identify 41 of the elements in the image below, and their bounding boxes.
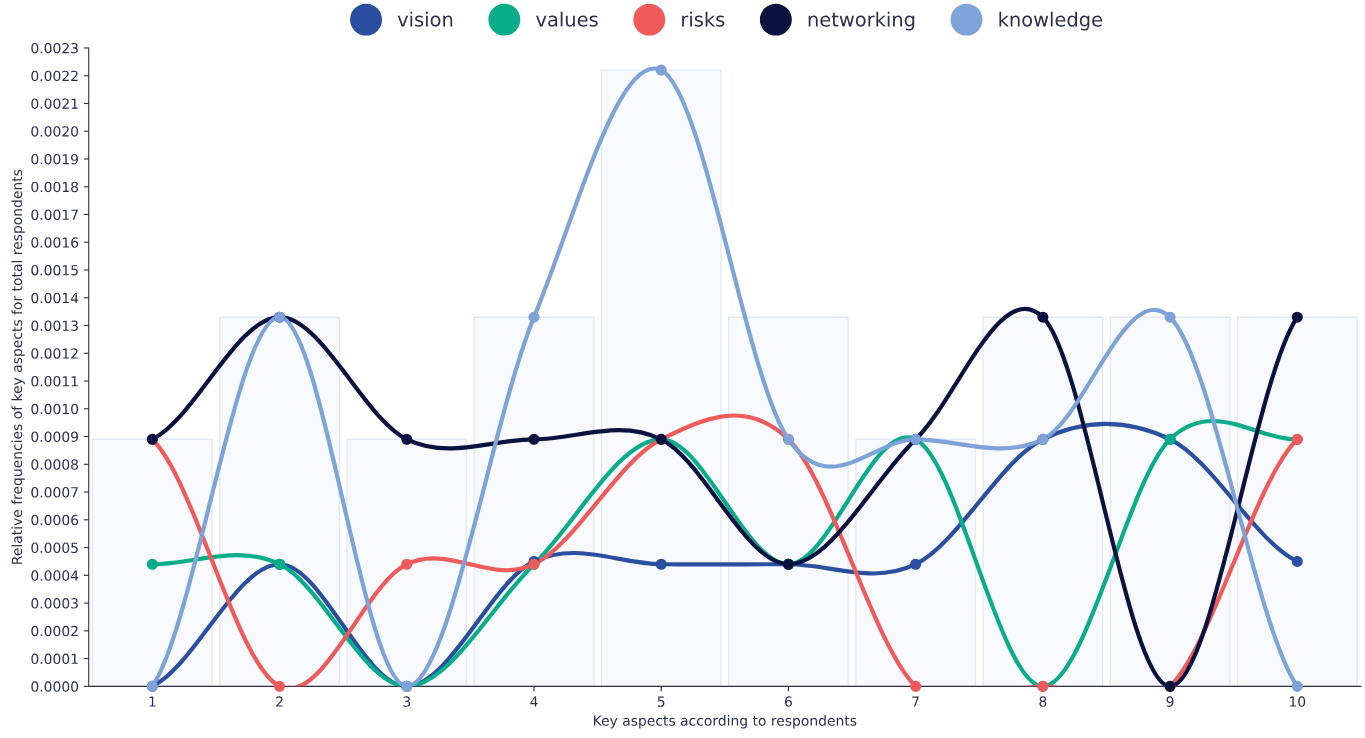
x-tick-label: 8: [1039, 696, 1047, 707]
y-tick-label: 0.0013: [31, 320, 78, 331]
y-tick-label: 0.0003: [31, 598, 78, 609]
y-tick-label: 0.0015: [31, 264, 78, 276]
x-tick-label: 3: [403, 696, 411, 707]
y-tick-label: 0.0002: [31, 625, 78, 637]
x-tick-label: 9: [1166, 696, 1174, 707]
legend-label: vision: [397, 11, 453, 27]
y-tick-label: 0.0010: [31, 403, 79, 415]
x-tick-label: 10: [1289, 696, 1306, 707]
y-tick-label: 0.0018: [31, 181, 79, 193]
x-tick-label: 4: [530, 696, 538, 707]
x-tick-label: 1: [149, 696, 156, 707]
legend-label: knowledge: [999, 11, 1103, 31]
y-tick-label: 0.0022: [31, 70, 78, 82]
y-tick-label: 0.0019: [31, 153, 79, 165]
y-tick-label: 0.0000: [31, 681, 79, 692]
legend-label: values: [536, 11, 598, 27]
x-tick-label: 5: [657, 696, 665, 707]
y-tick-label: 0.0012: [31, 348, 78, 359]
y-tick-label: 0.0006: [31, 514, 79, 526]
legend-label: networking: [808, 11, 915, 31]
x-axis-title: Key aspects according to respondents: [593, 715, 857, 729]
legend-label: risks: [682, 11, 725, 27]
y-tick-label: 0.0009: [31, 431, 79, 443]
y-tick-label: 0.0021: [31, 98, 78, 109]
y-tick-label: 0.0001: [31, 653, 78, 665]
x-tick-label: 7: [912, 696, 919, 707]
y-axis-title: Relative frequencies of key aspects for total respondents: [11, 169, 25, 564]
y-tick-label: 0.0004: [31, 570, 79, 581]
y-tick-label: 0.0023: [31, 42, 78, 54]
y-tick-label: 0.0020: [31, 126, 79, 137]
y-tick-label: 0.0007: [31, 487, 78, 498]
y-tick-label: 0.0014: [31, 292, 79, 304]
y-tick-label: 0.0011: [31, 376, 78, 387]
y-tick-label: 0.0017: [31, 209, 78, 220]
y-tick-label: 0.0016: [31, 237, 79, 248]
y-tick-label: 0.0005: [31, 542, 78, 554]
x-tick-label: 2: [276, 696, 283, 707]
x-tick-label: 6: [784, 696, 792, 707]
y-tick-label: 0.0008: [31, 459, 79, 470]
